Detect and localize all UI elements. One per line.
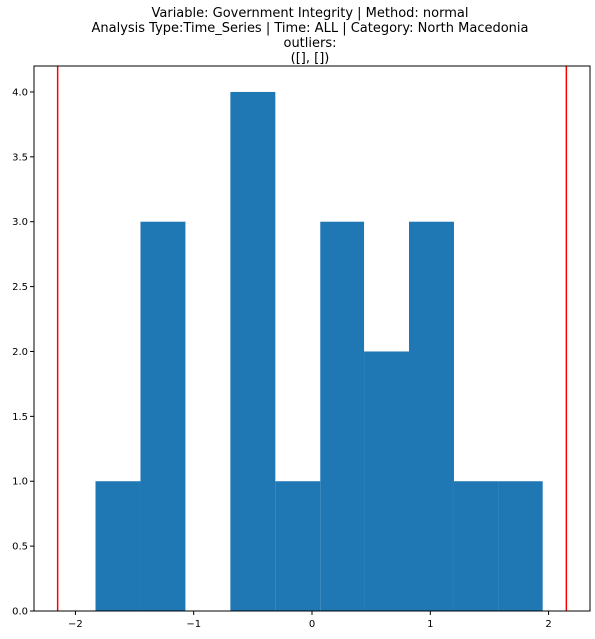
- y-tick-label: 2.0: [12, 347, 28, 358]
- x-tick-label: 0: [309, 619, 315, 630]
- x-tick-label: 1: [427, 619, 433, 630]
- histogram-bar-2: [140, 221, 186, 611]
- title-line-1: Variable: Government Integrity | Method:…: [152, 6, 469, 21]
- y-tick-label: 4.0: [12, 87, 28, 98]
- x-tick-label: 2: [545, 619, 551, 630]
- histogram-bar-8: [409, 221, 454, 611]
- y-tick-label: 3.5: [12, 152, 28, 163]
- y-tick-label: 3.0: [12, 217, 28, 228]
- title-line-4: ([], []): [291, 51, 330, 66]
- y-tick-label: 2.5: [12, 282, 28, 293]
- x-tick-label: −1: [186, 619, 201, 630]
- histogram-bar-6: [320, 221, 365, 611]
- title-line-2: Analysis Type:Time_Series | Time: ALL | …: [91, 21, 528, 36]
- histogram-bar-10: [498, 481, 543, 611]
- y-tick-label: 0.0: [12, 607, 28, 618]
- y-tick-label: 1.5: [12, 412, 28, 423]
- bars: [95, 91, 543, 611]
- histogram-bar-4: [230, 91, 276, 611]
- y-tick-label: 1.0: [12, 477, 28, 488]
- outlier-threshold-lines: [56, 66, 568, 611]
- histogram-bar-7: [364, 351, 410, 611]
- histogram-bar-5: [275, 481, 321, 611]
- y-tick-label: 0.5: [12, 542, 28, 553]
- histogram-bar-9: [453, 481, 499, 611]
- axes: −2 −1 0 1 2 0.0 0.5 1.0 1.5 2.0 2.5 3.0 3.5 4.0: [12, 65, 591, 630]
- title-line-3: outliers:: [283, 36, 336, 51]
- chart-title: Variable: Government Integrity | Method:…: [91, 6, 528, 66]
- histogram-bar-1: [95, 481, 141, 611]
- x-tick-label: −2: [68, 619, 83, 630]
